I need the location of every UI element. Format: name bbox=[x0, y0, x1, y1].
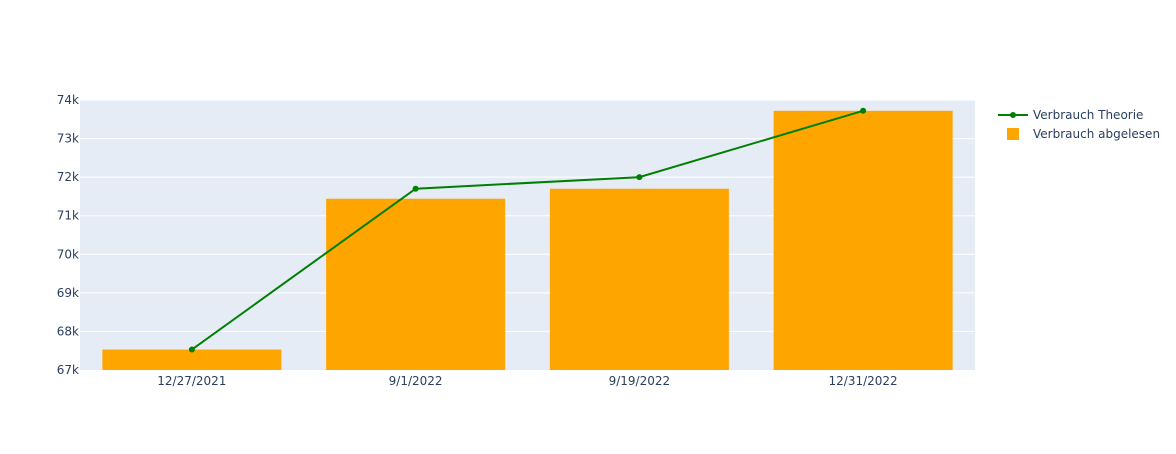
line-point-2[interactable] bbox=[412, 185, 419, 192]
line-point-4[interactable] bbox=[860, 107, 867, 114]
legend-label-verbrauch-abgelesen[interactable]: Verbrauch abgelesen bbox=[1033, 127, 1160, 141]
y-tick-label: 69k bbox=[57, 286, 79, 300]
line-point-3[interactable] bbox=[636, 174, 643, 181]
bar-3[interactable] bbox=[549, 188, 729, 370]
legend-label-verbrauch-theorie[interactable]: Verbrauch Theorie bbox=[1033, 108, 1143, 122]
legend-line-marker[interactable] bbox=[1010, 112, 1016, 118]
y-tick-label: 73k bbox=[57, 132, 79, 146]
y-tick-label: 67k bbox=[57, 363, 79, 377]
x-tick-label: 9/1/2022 bbox=[389, 374, 443, 388]
x-axis: 12/27/2021 9/1/2022 9/19/2022 12/31/2022 bbox=[157, 374, 897, 388]
bar-4[interactable] bbox=[773, 110, 953, 371]
bar-layer bbox=[102, 110, 953, 371]
bar-1[interactable] bbox=[102, 349, 282, 370]
x-tick-label: 12/31/2022 bbox=[829, 374, 898, 388]
x-tick-label: 12/27/2021 bbox=[157, 374, 226, 388]
y-tick-label: 72k bbox=[57, 170, 79, 184]
series-line-verbrauch-theorie[interactable] bbox=[191, 109, 864, 351]
bar-2[interactable] bbox=[326, 198, 506, 370]
y-tick-label: 68k bbox=[57, 324, 79, 338]
legend-bar-swatch[interactable] bbox=[1007, 128, 1019, 140]
y-tick-label: 71k bbox=[57, 209, 79, 223]
y-axis: 67k 68k 69k 70k 71k 72k 73k 74k bbox=[57, 93, 79, 377]
legend[interactable]: Verbrauch Theorie Verbrauch abgelesen bbox=[998, 108, 1160, 141]
y-tick-label: 70k bbox=[57, 247, 79, 261]
line-point-1[interactable] bbox=[188, 346, 195, 353]
x-tick-label: 9/19/2022 bbox=[609, 374, 671, 388]
y-tick-label: 74k bbox=[57, 93, 79, 107]
line-layer bbox=[188, 107, 867, 353]
